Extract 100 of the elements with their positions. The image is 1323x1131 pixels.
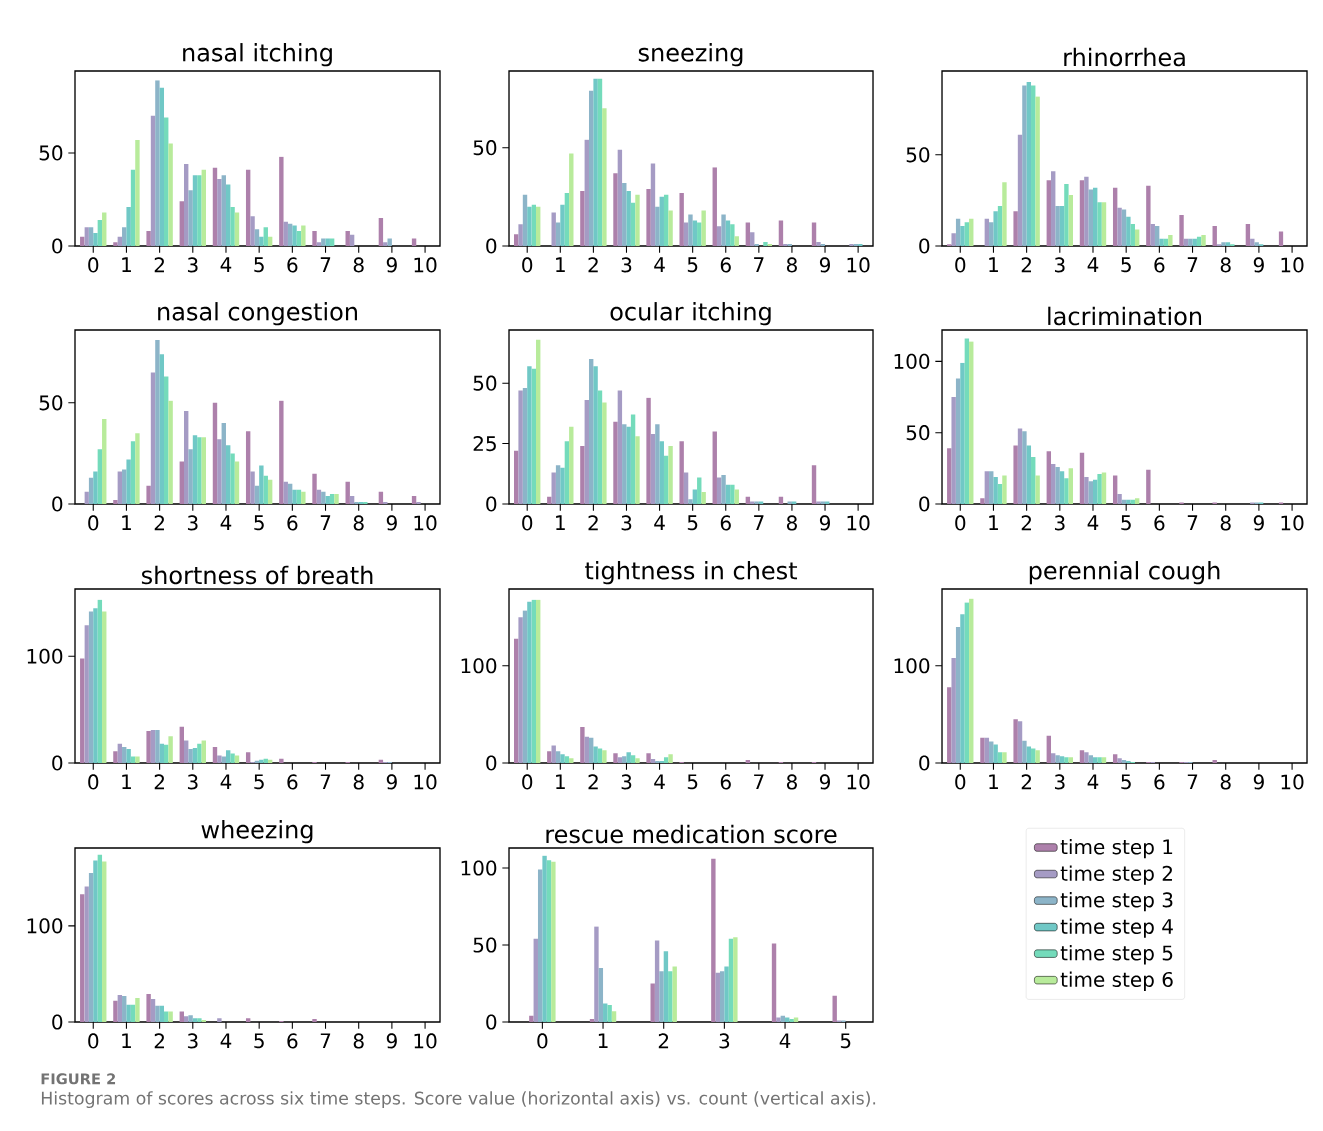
bar xyxy=(613,753,618,763)
x-tick-label: 3 xyxy=(621,515,632,531)
bar xyxy=(1068,468,1074,504)
bar xyxy=(321,238,326,246)
bar xyxy=(263,475,268,504)
bar xyxy=(955,626,961,763)
bar xyxy=(659,971,664,1022)
bar xyxy=(951,233,956,246)
x-tick-label: 7 xyxy=(320,257,331,272)
x-tick-label: 0 xyxy=(88,774,99,790)
bar xyxy=(80,894,85,1022)
bar xyxy=(964,338,970,504)
bar xyxy=(1055,466,1060,504)
x-tick-label: 6 xyxy=(287,1033,298,1049)
bar xyxy=(1035,750,1040,763)
bar xyxy=(179,726,184,763)
bar xyxy=(212,402,218,504)
x-tick-label: 0 xyxy=(955,257,966,273)
bar xyxy=(1002,182,1007,246)
bar xyxy=(668,754,673,763)
bar xyxy=(301,491,306,504)
x-tick-label: 10 xyxy=(1281,774,1304,790)
bar xyxy=(811,222,817,246)
x-tick-label: 2 xyxy=(1021,515,1031,531)
y-tick-label: 100 xyxy=(894,658,930,674)
bar xyxy=(551,861,556,1022)
bar xyxy=(518,617,523,763)
bar xyxy=(168,736,173,763)
bar xyxy=(602,750,607,763)
bar xyxy=(533,938,538,1022)
bar xyxy=(1017,134,1023,246)
bar xyxy=(1031,456,1036,504)
bar xyxy=(146,730,151,763)
bar xyxy=(316,242,322,246)
bar xyxy=(1092,479,1098,504)
bar xyxy=(692,489,698,504)
bar xyxy=(1055,755,1060,763)
bar xyxy=(159,87,165,246)
bar xyxy=(1088,481,1093,504)
bar xyxy=(683,222,689,246)
bar xyxy=(97,449,103,504)
bar xyxy=(531,599,537,763)
bar xyxy=(197,743,202,763)
x-tick-label: 3 xyxy=(1054,257,1065,273)
bar xyxy=(712,167,717,246)
bar xyxy=(234,461,240,504)
x-tick-label: 10 xyxy=(414,515,437,531)
bar xyxy=(697,477,702,504)
x-tick-label: 4 xyxy=(654,515,665,530)
bar xyxy=(245,431,251,504)
x-tick-label: 9 xyxy=(819,515,830,531)
legend-label: time step 3 xyxy=(1060,891,1173,912)
bar xyxy=(250,216,255,246)
bar xyxy=(164,1011,169,1022)
bar xyxy=(1064,757,1069,763)
bar xyxy=(84,227,89,246)
bar xyxy=(1101,202,1107,246)
x-tick-label: 0 xyxy=(88,1033,99,1049)
x-tick-label: 2 xyxy=(1021,774,1031,790)
x-tick-label: 7 xyxy=(320,515,331,530)
chart-title: shortness of breath xyxy=(141,565,373,585)
bar xyxy=(1084,176,1089,246)
bar xyxy=(980,737,985,763)
y-tick-label: 100 xyxy=(461,658,497,674)
bar xyxy=(778,220,784,246)
bar xyxy=(146,231,151,246)
x-tick-label: 10 xyxy=(414,774,437,790)
bar xyxy=(1221,242,1226,246)
bar xyxy=(1068,757,1074,763)
bar xyxy=(97,219,103,246)
x-tick-label: 6 xyxy=(1154,257,1165,273)
bar xyxy=(555,751,561,763)
x-tick-label: 8 xyxy=(1220,774,1231,790)
bar xyxy=(659,441,664,504)
x-tick-label: 5 xyxy=(1121,774,1131,790)
bar xyxy=(564,441,570,504)
x-tick-label: 9 xyxy=(386,774,397,790)
bar xyxy=(93,608,98,763)
bar xyxy=(546,860,552,1022)
bar xyxy=(93,232,98,246)
bar xyxy=(1196,236,1202,246)
x-tick-label: 5 xyxy=(687,774,698,790)
chart-title: sneezing xyxy=(638,43,743,67)
chart-title: wheezing xyxy=(201,820,313,844)
x-tick-label: 2 xyxy=(588,515,598,531)
x-tick-label: 7 xyxy=(1187,774,1198,789)
bar xyxy=(716,226,722,246)
bar xyxy=(630,755,636,763)
y-tick-label: 50 xyxy=(473,140,497,156)
bar xyxy=(168,1011,173,1022)
bar xyxy=(1068,194,1074,246)
bar xyxy=(832,995,837,1022)
x-tick-label: 6 xyxy=(287,257,298,273)
bar xyxy=(1084,752,1089,763)
x-tick-label: 8 xyxy=(1220,515,1231,531)
bar xyxy=(984,218,990,246)
x-tick-label: 4 xyxy=(1087,257,1099,272)
bar xyxy=(1035,475,1040,504)
bar xyxy=(569,153,574,246)
bar xyxy=(1112,475,1118,504)
